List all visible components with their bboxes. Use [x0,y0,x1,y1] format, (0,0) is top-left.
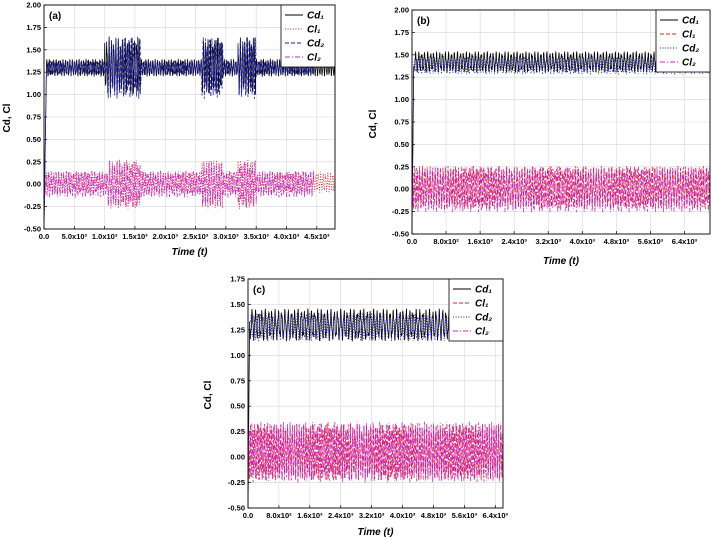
y-tick-label: -0.50 [392,230,409,239]
x-tick-label: 2.0x10³ [153,232,179,241]
y-tick-label: 0.50 [394,140,409,149]
plot-frame [247,278,504,509]
y-tick-label: 0.00 [230,453,245,462]
y-tick-label: 0.75 [230,376,245,385]
series-line-3 [44,36,315,229]
plot-frame [43,4,336,230]
y-tick-label: 1.25 [230,325,245,334]
x-tick-label: 0.0 [407,237,417,246]
legend-label: Cl₂ [682,58,696,69]
chart-panel-2: -0.50 -0.25 0.00 0.25 0.50 0.75 1.00 1.25 1.50 1.… [368,6,711,267]
y-tick-label: -0.25 [24,202,41,211]
y-tick-label: 0.75 [394,118,409,127]
y-tick-label: 1.75 [26,23,41,32]
x-tick-label: 5.6x10³ [452,511,478,520]
x-tick-label: 4.8x10³ [421,511,447,520]
panel-label: (c) [253,285,265,296]
legend-label: Cd₂ [307,39,324,50]
x-tick-label: 6.4x10³ [483,511,509,520]
y-tick-label: 1.00 [394,95,409,104]
y-tick-label: 0.75 [26,113,41,122]
chart-panel-1: -0.50 -0.25 0.00 0.25 0.50 0.75 1.00 1.25 1.50 1.… [2,1,336,258]
x-tick-label: 4.0x10³ [274,232,300,241]
y-tick-label: 0.25 [394,162,409,171]
x-tick-label: 8.0x10² [266,511,292,520]
x-tick-label: 1.0x10³ [92,232,118,241]
series-line-2 [44,159,335,210]
series-line-3 [248,311,503,508]
x-tick-label: 3.5x10³ [243,232,269,241]
x-tick-label: 4.5x10³ [304,232,330,241]
y-tick-label: 1.00 [230,351,245,360]
y-tick-label: 1.75 [394,28,409,37]
y-tick-label: 1.50 [230,300,245,309]
y-tick-label: 0.50 [230,402,245,411]
x-tick-label: 1.5x10³ [122,232,148,241]
x-tick-label: 4.0x10³ [390,511,416,520]
y-tick-label: 2.00 [26,1,41,10]
y-axis-title: Cd, Cl [2,103,13,132]
x-tick-label: 1.6x10³ [467,237,493,246]
y-tick-label: 1.75 [230,275,245,284]
legend-label: Cd₁ [475,285,492,296]
x-tick-label: 4.8x10³ [604,237,630,246]
y-tick-label: 1.25 [394,73,409,82]
y-tick-label: -0.50 [24,225,41,234]
legend-label: Cl₂ [307,53,321,64]
x-tick-label: 5.0x10³ [62,232,88,241]
y-tick-label: 2.00 [394,6,409,15]
x-tick-label: 3.2x10³ [536,237,562,246]
y-axis-title: Cd, Cl [203,380,214,409]
x-tick-label: 1.6x10³ [297,511,323,520]
panel-label: (a) [49,11,61,22]
y-tick-label: 1.00 [26,90,41,99]
x-tick-label: 4.0x10³ [570,237,596,246]
plot-frame [411,9,711,235]
legend-label: Cl₁ [682,30,696,41]
x-tick-label: 2.4x10³ [328,511,354,520]
x-tick-label: 2.4x10³ [501,237,527,246]
y-tick-label: 0.00 [394,185,409,194]
x-tick-label: 2.5x10³ [183,232,209,241]
y-tick-label: 1.25 [26,68,41,77]
y-tick-label: 0.25 [230,427,245,436]
x-tick-label: 0.0 [39,232,49,241]
y-tick-label: 0.25 [26,157,41,166]
legend-label: Cd₂ [475,313,492,324]
series-line-4 [44,160,315,208]
legend-label: Cl₁ [307,25,321,36]
legend-label: Cd₁ [682,16,699,27]
y-tick-label: -0.25 [228,478,245,487]
series-line-4 [412,166,710,213]
x-axis-title: Time (t) [358,527,395,538]
y-tick-label: 0.50 [26,135,41,144]
legend-label: Cd₁ [307,11,324,22]
x-tick-label: 6.4x10³ [672,237,698,246]
x-tick-label: 3.0x10³ [213,232,239,241]
series-line-4 [248,421,503,483]
y-tick-label: -0.50 [228,504,245,513]
y-tick-label: -0.25 [392,207,409,216]
y-tick-label: 0.00 [26,180,41,189]
legend-label: Cd₂ [682,44,699,55]
x-tick-label: 0.0 [243,511,253,520]
x-tick-label: 5.6x10³ [638,237,664,246]
chart-panel-3: -0.50 -0.25 0.00 0.25 0.50 0.75 1.00 1.25 1.50 1.… [203,275,508,539]
y-tick-label: 1.50 [394,50,409,59]
x-tick-label: 8.0x10² [433,237,459,246]
y-axis-title: Cd, Cl [368,109,379,138]
series-line-2 [248,423,503,481]
legend-label: Cl₂ [475,327,489,338]
panel-label: (b) [417,16,430,27]
x-tick-label: 3.2x10³ [359,511,385,520]
y-tick-label: 1.50 [26,45,41,54]
x-axis-title: Time (t) [543,256,580,267]
legend-label: Cl₁ [475,299,489,310]
x-axis-title: Time (t) [172,247,209,258]
